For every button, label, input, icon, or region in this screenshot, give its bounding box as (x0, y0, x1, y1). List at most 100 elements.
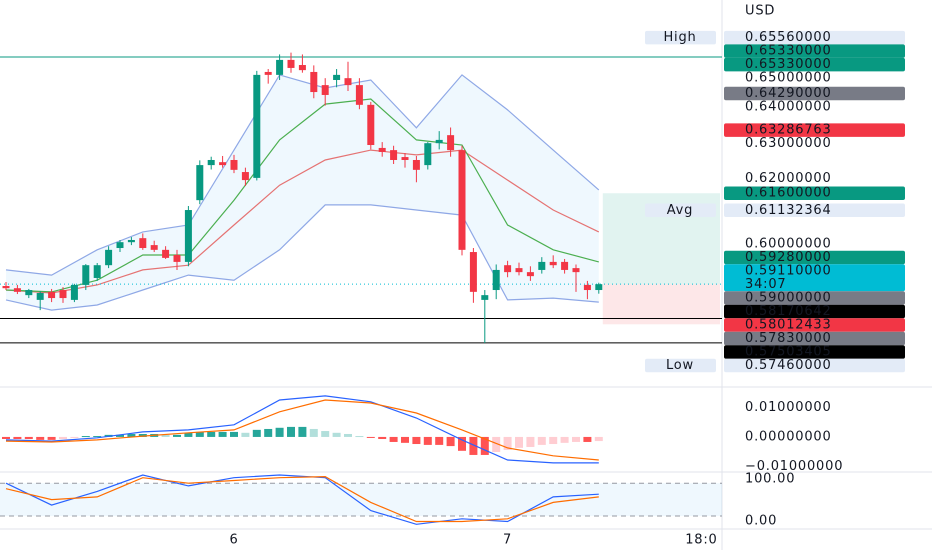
price-label-box (724, 331, 905, 346)
candle-body (2, 286, 10, 289)
candle-body (367, 104, 375, 146)
macd-histogram-bar (401, 436, 409, 443)
macd-tick-label: 0.00000000 (745, 429, 832, 444)
candle-body (481, 295, 489, 300)
price-label: 0.58012433 (745, 318, 832, 333)
macd-histogram-bar (344, 433, 352, 437)
macd-histogram-bar (47, 436, 56, 440)
price-label-name: High (663, 30, 696, 45)
price-label-box (724, 358, 905, 373)
macd-histogram-bar (583, 436, 592, 442)
macd-histogram-bar (24, 436, 33, 440)
candle-body (504, 265, 512, 273)
candle-body (469, 252, 477, 292)
y-tick-label: 0.63000000 (745, 136, 832, 151)
price-label: 0.59000000 (745, 291, 832, 306)
macd-histogram-bar (2, 436, 10, 440)
price-label: 0.65560000 (745, 30, 832, 45)
band-line (5, 204, 599, 311)
price-label-name-box (645, 203, 716, 218)
candle-body (390, 150, 398, 160)
macd-histogram-bar (594, 436, 603, 442)
macd-histogram-bar (93, 436, 102, 438)
candle-body (36, 292, 44, 300)
macd-histogram-bar (366, 436, 375, 438)
candle-body (82, 265, 90, 285)
macd-histogram-bar (572, 436, 580, 442)
price-label-box (724, 57, 905, 72)
price-label-box (724, 345, 905, 359)
candle-body (378, 147, 386, 152)
candle-body (492, 269, 500, 291)
candle-body (310, 71, 318, 93)
y-tick-label: 0.60000000 (745, 237, 832, 252)
candle-body (116, 242, 124, 249)
candle-body (549, 261, 557, 266)
price-label-box (724, 291, 905, 305)
macd-histogram-bar (549, 436, 558, 445)
candle-body (48, 291, 56, 299)
price-label: 0.57503405 (745, 345, 832, 360)
macd-histogram-bar (389, 436, 398, 442)
candle-body (355, 85, 363, 105)
price-label-box (724, 86, 905, 101)
price-label-box (724, 30, 905, 45)
candle-body (230, 159, 238, 170)
macd-histogram-bar (503, 436, 512, 450)
macd-histogram-bar (184, 432, 193, 437)
time-label: 18:0 (685, 533, 717, 548)
candle-body (298, 65, 306, 71)
candle-body (458, 150, 466, 250)
candle-body (333, 74, 341, 80)
macd-histogram-bar (218, 431, 227, 437)
price-label-box (724, 186, 905, 200)
macd-histogram-bar (173, 434, 181, 437)
y-tick-label: 0.62000000 (745, 171, 832, 186)
price-label-box (724, 250, 905, 265)
candle-body (150, 245, 158, 250)
candle-body (276, 59, 284, 75)
macd-histogram-bar (70, 436, 79, 438)
candle-body (321, 85, 329, 95)
candle-body (526, 272, 534, 277)
macd-histogram-bar (435, 436, 444, 445)
stoch-tick-label: 100.00 (745, 472, 795, 487)
candle-body (561, 261, 569, 270)
macd-histogram-bar (515, 436, 523, 448)
candle-body (139, 238, 147, 249)
price-label-name-box (645, 358, 716, 373)
price-label-box (724, 264, 905, 292)
moving-average (5, 98, 599, 293)
price-label: 0.63286763 (745, 123, 832, 138)
macd-histogram-bar (458, 436, 466, 451)
price-label-name-box (645, 30, 716, 45)
candle-body (25, 290, 33, 296)
price-label: 0.58170642 (745, 304, 832, 319)
macd-histogram-bar (298, 426, 307, 437)
candle-body (253, 74, 261, 178)
candle-body (435, 139, 443, 144)
stoch-line (5, 474, 599, 525)
y-tick-label: 0.65000000 (745, 71, 832, 86)
candle-body (93, 265, 101, 278)
price-label: 0.59110000 (745, 264, 832, 279)
stoch-tick-label: 0.00 (745, 514, 777, 529)
candle-body (344, 78, 352, 86)
macd-histogram-bar (252, 429, 261, 437)
price-label-box (724, 318, 905, 332)
candle-body (595, 284, 603, 291)
time-label: 7 (503, 533, 512, 548)
macd-histogram-bar (526, 436, 535, 447)
candle-body (162, 249, 170, 258)
stoch-band (0, 483, 722, 517)
candle-body (196, 165, 204, 201)
macd-histogram-bar (309, 428, 318, 437)
macd-histogram-bar (207, 431, 216, 437)
macd-histogram-bar (13, 436, 22, 440)
macd-histogram-bar (469, 436, 478, 455)
candle-body (264, 71, 272, 75)
candle-body (447, 135, 455, 151)
candle-body (412, 159, 420, 170)
price-label: 0.61132364 (745, 203, 832, 218)
